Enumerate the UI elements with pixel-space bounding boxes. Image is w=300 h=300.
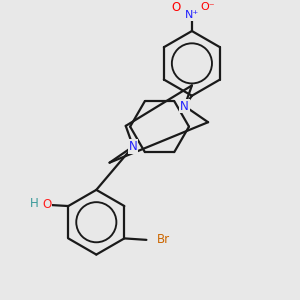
Text: O⁻: O⁻ xyxy=(201,2,215,13)
Text: N⁺: N⁺ xyxy=(185,10,199,20)
Text: N: N xyxy=(180,100,189,112)
Text: N: N xyxy=(129,140,137,153)
Text: O: O xyxy=(171,1,180,14)
Text: Br: Br xyxy=(157,233,170,246)
Text: H: H xyxy=(30,197,39,210)
Text: O: O xyxy=(42,198,51,211)
